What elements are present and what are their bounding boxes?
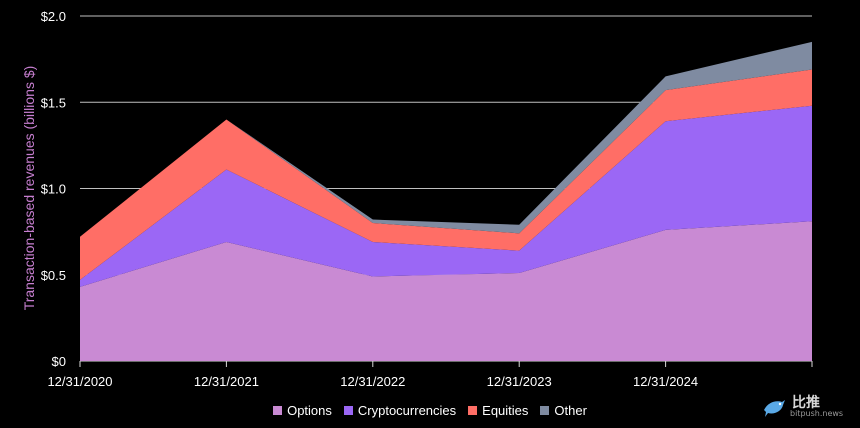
legend-label: Equities [482,403,529,418]
x-tick-label: 12/31/2022 [340,374,405,389]
legend-swatch [540,406,550,415]
x-tick-label: 12/31/2023 [487,374,552,389]
y-axis-label: Transaction-based revenues (billions $) [21,66,37,311]
legend-swatch [343,406,353,415]
area-options [80,221,812,361]
legend-label: Other [554,403,587,418]
y-tick-label: $0 [52,354,66,369]
bird-icon [764,400,785,417]
watermark: 比推 bitpush.news [762,394,852,420]
y-tick-label: $1.5 [41,95,66,110]
legend-item-options: Options [273,403,332,418]
y-tick-label: $0.5 [41,268,66,283]
area-other [80,41,812,237]
legend-item-cryptocurrencies: Cryptocurrencies [343,403,457,418]
y-tick-label: $2.0 [41,9,66,24]
x-tick-label: 12/31/2024 [633,374,698,389]
y-tick-label: $1.0 [41,182,66,197]
legend-swatch [468,406,478,415]
stacked-areas [80,41,812,361]
area-cryptocurrencies [80,105,812,287]
legend: Options Cryptocurrencies Equities Other [0,403,860,418]
legend-item-other: Other [540,403,587,418]
legend-label: Cryptocurrencies [357,403,457,418]
x-tick-label: 12/31/2021 [194,374,259,389]
x-axis-ticks: 12/31/2020 12/31/2021 12/31/2022 12/31/2023… [47,361,813,389]
y-axis-ticks: $0 $0.5 $1.0 $1.5 $2.0 [41,9,66,369]
legend-label: Options [287,403,332,418]
area-equities [80,69,812,280]
legend-item-equities: Equities [468,403,528,418]
watermark-text-en: bitpush.news [790,409,844,418]
x-tick-label: 12/31/2020 [47,374,112,389]
legend-swatch [273,406,283,415]
watermark-text-cn: 比推 [792,395,820,411]
